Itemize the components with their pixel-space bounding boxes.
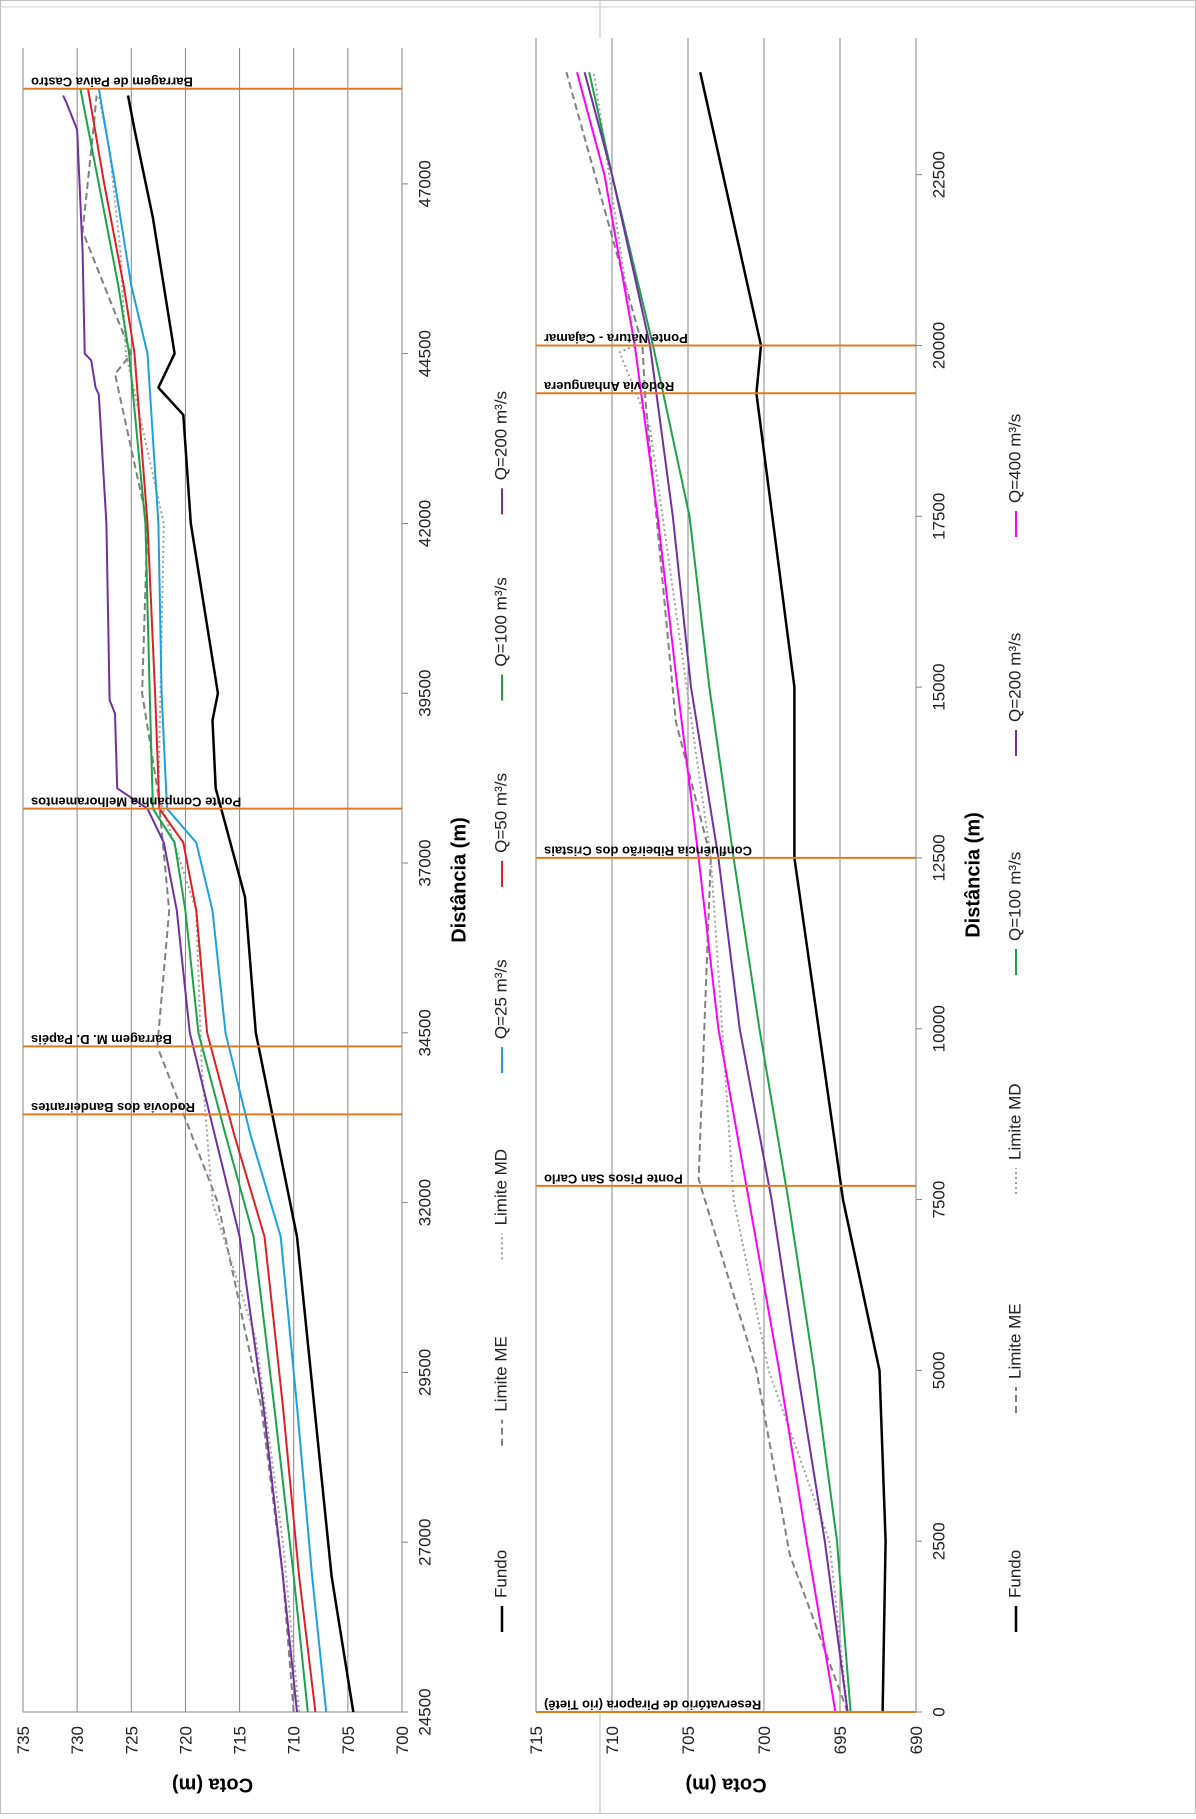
legend-label: Fundo (1005, 1550, 1024, 1598)
y-tick-label: 715 (231, 1726, 250, 1754)
x-tick-label: 32000 (415, 1179, 434, 1226)
y-tick-label: 710 (603, 1726, 622, 1754)
legend-label: Limite MD (491, 1149, 510, 1226)
chart-panel-lower: 690 695 700 705 710 715 0 2500 5000 7500 10000 1250… (527, 38, 1024, 1796)
structure-label: Confluência Ribeirão dos Cristais (544, 843, 752, 858)
legend-label: Q=50 m³/s (491, 773, 510, 853)
series-line (97, 95, 301, 1713)
structure-label: Barragem M. D. Papéis (31, 1032, 172, 1047)
structure-label: Ponte Natura - Cajamar (544, 331, 688, 346)
legend-label: Q=200 m³/s (491, 391, 510, 480)
y-tick-label: 705 (339, 1726, 358, 1754)
series-line (592, 72, 849, 1713)
y-axis-title: Cota (m) (685, 1774, 766, 1796)
x-tick-label: 20000 (929, 322, 948, 369)
x-tick-label: 15000 (929, 663, 948, 710)
chart-panel-upper: 700 705 710 715 720 725 730 735 24500 27000 29500 3… (14, 48, 510, 1796)
series-line (62, 95, 298, 1713)
y-axis-title: Cota (m) (172, 1774, 253, 1796)
plot-area (536, 38, 916, 1712)
series-line (565, 71, 849, 1713)
y-tick-label: 700 (755, 1726, 774, 1754)
x-tick-label: 34500 (415, 1009, 434, 1056)
legend-label: Fundo (491, 1550, 510, 1598)
y-tick-label: 725 (122, 1726, 141, 1754)
x-tick-label: 39500 (415, 670, 434, 717)
legend-label: Q=100 m³/s (1005, 852, 1024, 941)
x-tick-label: 37000 (415, 839, 434, 886)
legend-label: Limite ME (491, 1336, 510, 1412)
structure-label: Ponte Pisos San Carlo (544, 1171, 683, 1186)
plot-area (23, 48, 402, 1712)
x-tick-label: 29500 (415, 1349, 434, 1396)
legend-label: Limite ME (1005, 1303, 1024, 1379)
y-tick-label: 705 (679, 1726, 698, 1754)
y-tick-label: 720 (176, 1726, 195, 1754)
y-tick-label: 700 (393, 1726, 412, 1754)
legend-label: Q=100 m³/s (491, 577, 510, 666)
x-tick-label: 10000 (929, 1005, 948, 1052)
structure-label: Barragem de Paiva Castro (31, 74, 193, 89)
x-tick-label: 5000 (929, 1351, 948, 1389)
x-tick-label: 42000 (415, 500, 434, 547)
x-tick-label: 7500 (929, 1181, 948, 1219)
structure-label: Reservatório de Pirapora (rio Tietê) (544, 1698, 761, 1713)
legend-label: Q=400 m³/s (1005, 414, 1024, 503)
legend-label: Q=25 m³/s (491, 959, 510, 1039)
y-tick-label: 715 (527, 1726, 546, 1754)
y-tick-label: 710 (285, 1726, 304, 1754)
y-tick-label: 730 (68, 1726, 87, 1754)
structure-label: Rodovia dos Bandeirantes (31, 1100, 195, 1115)
structure-label: Rodovia Anhanguera (543, 379, 674, 394)
x-tick-label: 0 (929, 1707, 948, 1716)
legend-label: Limite MD (1005, 1083, 1024, 1160)
series-line (87, 88, 317, 1713)
x-tick-label: 17500 (929, 493, 948, 540)
x-tick-label: 44500 (415, 330, 434, 377)
y-tick-label: 695 (831, 1726, 850, 1754)
series-line (97, 88, 328, 1713)
y-tick-label: 735 (14, 1726, 33, 1754)
x-axis-title: Distância (m) (962, 812, 984, 938)
x-tick-label: 2500 (929, 1522, 948, 1560)
structure-label: Ponte Companhia Melhoramentos (31, 794, 241, 809)
x-tick-label: 22500 (929, 151, 948, 198)
series-line (81, 95, 295, 1713)
x-axis-title: Distância (m) (448, 817, 470, 943)
x-tick-label: 24500 (415, 1688, 434, 1735)
x-tick-label: 12500 (929, 834, 948, 881)
series-line (126, 95, 355, 1713)
series-line (79, 88, 309, 1713)
y-tick-label: 690 (907, 1726, 926, 1754)
x-tick-label: 27000 (415, 1519, 434, 1566)
x-tick-label: 47000 (415, 160, 434, 207)
legend-label: Q=200 m³/s (1005, 633, 1024, 722)
